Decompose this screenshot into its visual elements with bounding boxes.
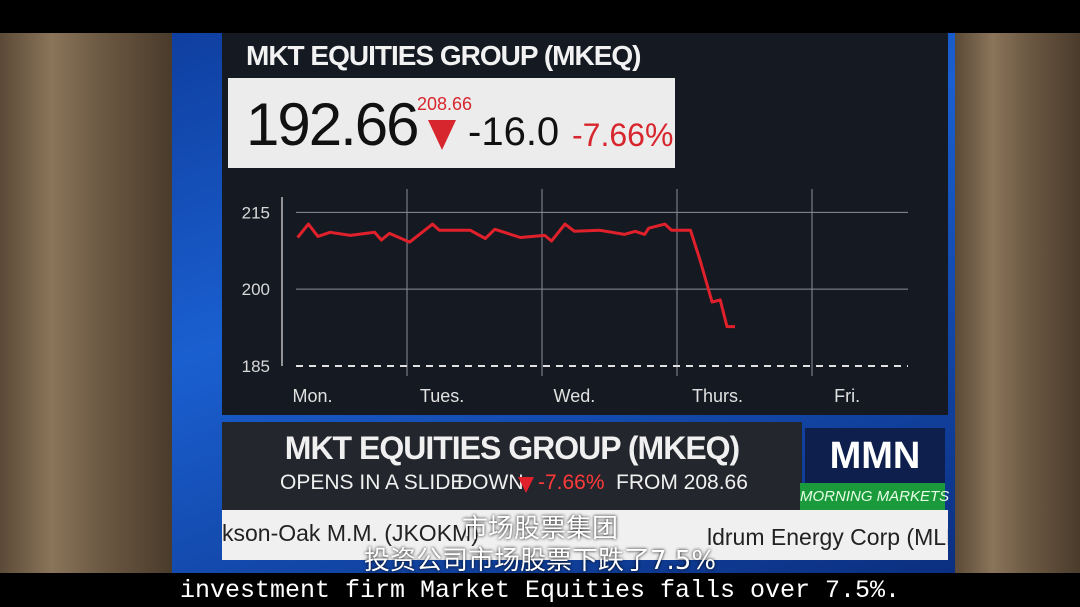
x-tick-label: Mon. bbox=[292, 386, 332, 406]
down-arrow bbox=[518, 477, 534, 493]
x-tick-label: Thurs. bbox=[692, 386, 743, 406]
change: -16.0 bbox=[468, 110, 560, 154]
banner-text: DOWN bbox=[457, 471, 524, 494]
down-arrow bbox=[428, 120, 456, 150]
title: MKT EQUITIES GROUP (MKEQ) bbox=[246, 40, 641, 71]
subtitle: investment firm Market Equities falls ov… bbox=[179, 576, 901, 605]
banner-text: FROM 208.66 bbox=[616, 471, 748, 494]
x-tick-label: Wed. bbox=[554, 386, 596, 406]
logo-show: MORNING MARKETS bbox=[800, 483, 949, 511]
y-tick-label: 185 bbox=[242, 357, 270, 376]
ticker-item: kson-Oak M.M. (JKOKM) bbox=[222, 520, 479, 546]
change-pct: -7.66% bbox=[572, 117, 674, 153]
x-tick-label: Fri. bbox=[834, 386, 860, 406]
banner-text: OPENS IN A SLIDE bbox=[280, 471, 465, 494]
subtitle: 市场股票集团 bbox=[461, 514, 618, 544]
wall-right bbox=[955, 33, 1080, 573]
ticker-item: ldrum Energy Corp (MLDEC) 1 bbox=[707, 524, 948, 550]
wall-left bbox=[0, 33, 172, 573]
logo: MMN bbox=[805, 428, 945, 484]
banner-pct: -7.66% bbox=[538, 471, 605, 494]
price-line bbox=[296, 222, 735, 329]
previous-price: 208.66 bbox=[417, 94, 473, 114]
banner bbox=[222, 422, 802, 510]
ticker: kson-Oak M.M. (JKOKM) ldrum Energy Corp … bbox=[222, 510, 948, 560]
y-tick-label: 215 bbox=[242, 203, 270, 222]
y-tick-label: 200 bbox=[242, 280, 270, 299]
banner-headline: MKT EQUITIES GROUP (MKEQ) bbox=[284, 430, 740, 466]
x-tick-label: Tues. bbox=[420, 386, 464, 406]
subtitle: 投资公司市场股票下跌了7.5% bbox=[363, 546, 717, 576]
price: 192.66 bbox=[246, 91, 420, 158]
